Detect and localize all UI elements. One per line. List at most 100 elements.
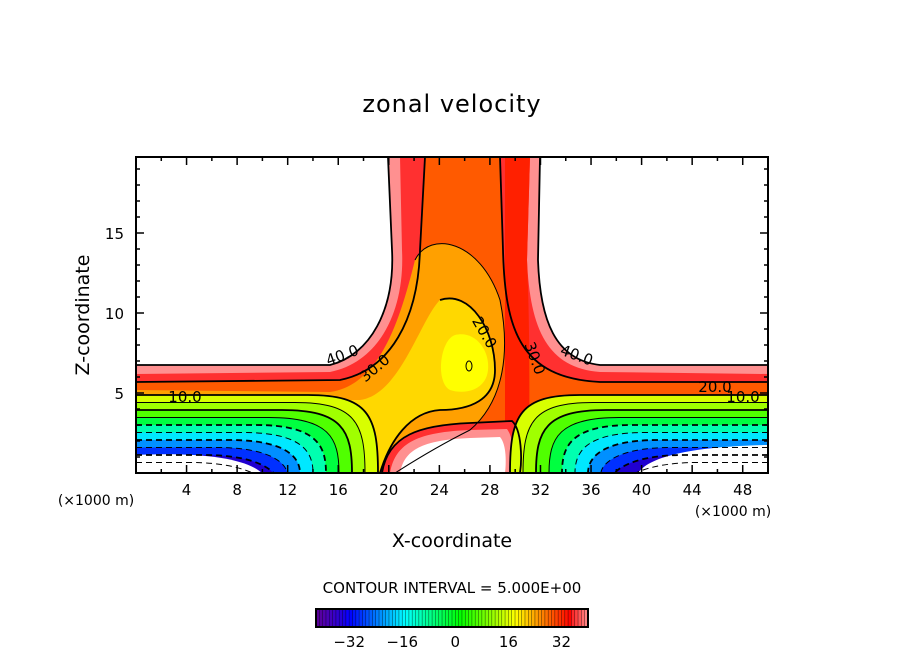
contour-30-left [136, 157, 426, 383]
colorbar-stripe [468, 609, 473, 627]
colorbar-stripe [561, 609, 566, 627]
colorbar-stripe [382, 609, 386, 627]
x-tick-label: 8 [232, 481, 242, 499]
chart-title: zonal velocity [362, 90, 541, 118]
colorbar-stripe [345, 609, 350, 627]
contour-label: 20.0 [698, 378, 731, 396]
colorbar-stripe [511, 609, 516, 627]
y-axis-label: Z-coordinate [72, 255, 94, 376]
colorbar-stripe [445, 609, 449, 627]
colorbar-stripe [505, 609, 509, 627]
colorbar-stripe [372, 609, 377, 627]
colorbar-stripe [352, 609, 357, 627]
colorbar-stripe [385, 609, 390, 627]
contour-line-left-3 [136, 417, 340, 473]
contour-25 [394, 243, 506, 473]
region-jet-core [505, 157, 530, 473]
colorbar-stripe [412, 609, 416, 627]
colorbar-stripe [398, 609, 403, 627]
colorbar-tick-label: 32 [552, 633, 571, 651]
contour-line-left-8 [136, 454, 275, 473]
colorbar-stripe [392, 609, 396, 627]
plot-frame [135, 156, 769, 474]
contour-line-left-1 [136, 402, 366, 473]
colorbar-stripe [538, 609, 542, 627]
colorbar-stripe [448, 609, 453, 627]
colorbar-stripe [498, 609, 503, 627]
colorbar-stripe [564, 609, 569, 627]
colorbar-stripe [355, 609, 360, 627]
x-tick-label: 48 [733, 481, 752, 499]
y-tick-label: 5 [114, 385, 124, 403]
colorbar-stripe [461, 609, 466, 627]
region-15 [440, 334, 489, 392]
colorbar-stripe [551, 609, 556, 627]
contour-line-right-3 [548, 417, 768, 473]
colorbar-stripe [475, 609, 479, 627]
x-tick-label: 44 [683, 481, 702, 499]
colorbar-stripe [531, 609, 536, 627]
colorbar-stripe [584, 609, 589, 627]
contour-40-right [537, 157, 768, 366]
colorbar-stripe [554, 609, 559, 627]
colorbar-stripe [339, 609, 343, 627]
x-tick-label: 4 [182, 481, 192, 499]
colorbar-stripe [544, 609, 549, 627]
colorbar-stripe [581, 609, 585, 627]
contour-30-right [499, 157, 768, 383]
contour-line-right-6 [587, 439, 768, 473]
colorbar-tick-labels: −32 −16 0 16 32 [333, 633, 571, 651]
colorbar-stripe [481, 609, 486, 627]
y-tick-label: 10 [105, 305, 124, 323]
colorbar-stripe [488, 609, 493, 627]
colorbar-stripe [495, 609, 499, 627]
contour-line-right-4 [561, 424, 768, 473]
contour-line-left-6 [136, 439, 301, 473]
x-tick-label: 20 [379, 481, 398, 499]
colorbar-stripe [349, 609, 353, 627]
colorbar-stripe [342, 609, 347, 627]
colorbar-stripe [322, 609, 327, 627]
x-tick-label: 24 [430, 481, 449, 499]
colorbar-stripe [422, 609, 426, 627]
colorbar-stripe [408, 609, 413, 627]
x-tick-label: 36 [581, 481, 600, 499]
colorbar-stripe [418, 609, 423, 627]
colorbar-stripe [508, 609, 513, 627]
contour-40-left [136, 157, 394, 366]
colorbar-stripe [521, 609, 526, 627]
contour-lines [136, 157, 768, 473]
contour-line-right-9 [627, 462, 768, 473]
colorbar-stripe [458, 609, 463, 627]
colorbar-stripe [438, 609, 443, 627]
colorbar-stripe [574, 609, 579, 627]
x-tick-label: 32 [531, 481, 550, 499]
contour-line-right-2 [535, 409, 768, 473]
region-right-white [638, 445, 768, 473]
x-unit-left: (×1000 m) [58, 493, 134, 509]
contour-interval-label: CONTOUR INTERVAL = 5.000E+00 [323, 579, 582, 597]
colorbar-tick-label: −32 [333, 633, 365, 651]
x-tick-label: 40 [632, 481, 651, 499]
colorbar-stripe [471, 609, 476, 627]
colorbar-stripe [501, 609, 506, 627]
colorbar-stripe [325, 609, 330, 627]
colorbar-stripe [524, 609, 529, 627]
contour-local-min [465, 360, 473, 372]
colorbar-stripe [415, 609, 420, 627]
contour-field [136, 157, 768, 473]
colorbar-stripe [548, 609, 552, 627]
colorbar-stripe [335, 609, 340, 627]
colorbar-stripe [478, 609, 483, 627]
region-bottom-white [400, 437, 506, 473]
contour-line-right-0 [509, 394, 768, 473]
x-axis-label: X-coordinate [392, 530, 512, 552]
colorbar-frame [315, 608, 589, 628]
contour-line-right-7 [600, 447, 768, 473]
colorbar-stripe [425, 609, 430, 627]
x-tick-label: 16 [329, 481, 348, 499]
contour-label: 10.0 [726, 388, 759, 406]
colorbar-stripe [316, 609, 320, 627]
contour-20 [379, 297, 496, 473]
colorbar-stripe [365, 609, 370, 627]
